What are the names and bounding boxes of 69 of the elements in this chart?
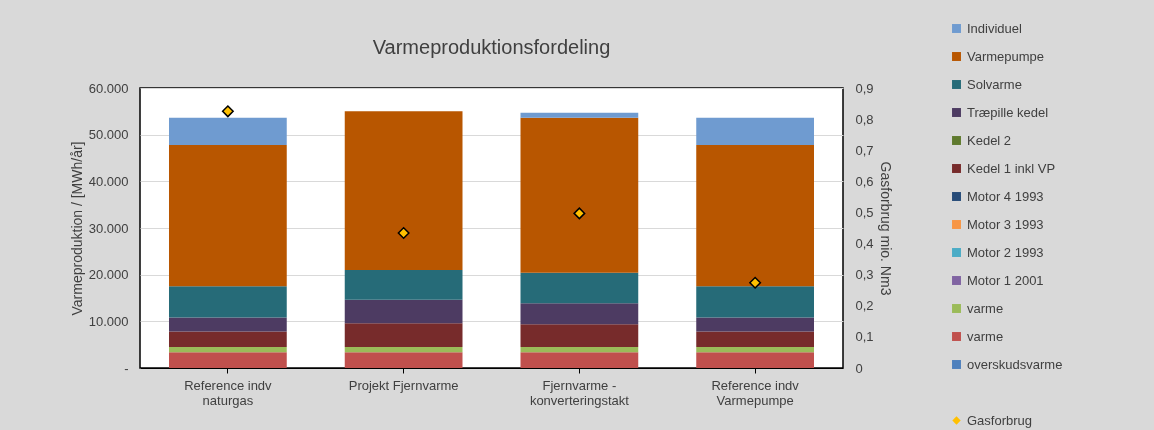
bar bbox=[520, 347, 639, 353]
y-axis-title: Varmeproduktion / [MWh/år] bbox=[68, 141, 85, 316]
y-tick-label: 60.000 bbox=[88, 80, 129, 96]
legend-label: Træpille kedel bbox=[967, 104, 1049, 120]
bar bbox=[696, 347, 814, 353]
x-tick-label: Reference indv naturgas bbox=[184, 377, 273, 408]
legend-label: overskudsvarme bbox=[967, 356, 1063, 372]
y-tick-label: 10.000 bbox=[88, 313, 129, 329]
y-tick-label: 20.000 bbox=[88, 267, 129, 283]
x-tick-label: Fjernvarme - konverteringstakt bbox=[529, 377, 630, 408]
bar bbox=[344, 270, 463, 300]
y2-tick-label: 0,8 bbox=[855, 111, 874, 127]
bar bbox=[696, 117, 814, 145]
y-tick-label: 50.000 bbox=[88, 127, 129, 143]
bar bbox=[344, 299, 463, 324]
bar bbox=[696, 331, 814, 347]
point bbox=[573, 207, 586, 220]
bar bbox=[344, 347, 463, 353]
legend-label: Solvarme bbox=[967, 76, 1022, 92]
bar bbox=[169, 117, 287, 145]
y2-tick-label: 0,3 bbox=[855, 267, 874, 283]
bar bbox=[169, 286, 287, 318]
legend-label: varme bbox=[967, 300, 1004, 316]
bar bbox=[169, 352, 287, 368]
legend-label: Kedel 1 inkl VP bbox=[967, 160, 1056, 176]
legend-label: Gasforbrug bbox=[967, 412, 1033, 428]
y2-tick-label: 0,9 bbox=[855, 80, 874, 96]
bar bbox=[520, 117, 639, 273]
bar bbox=[344, 111, 463, 270]
bar bbox=[169, 317, 287, 332]
point bbox=[397, 226, 410, 239]
bar bbox=[696, 286, 814, 318]
y2-axis-title: Gasforbrug mio. Nm3 bbox=[877, 161, 894, 296]
bar bbox=[520, 112, 639, 118]
y-tick-label: 40.000 bbox=[88, 173, 129, 189]
point bbox=[749, 276, 762, 289]
legend-label: Motor 3 1993 bbox=[967, 216, 1044, 232]
y2-tick-label: 0,6 bbox=[855, 173, 874, 189]
y2-tick-label: 0,2 bbox=[855, 298, 874, 314]
legend-label: varme bbox=[967, 328, 1004, 344]
bar bbox=[520, 352, 639, 368]
bar bbox=[696, 317, 814, 332]
legend-label: Motor 2 1993 bbox=[967, 244, 1044, 260]
bar bbox=[520, 324, 639, 347]
bar bbox=[344, 352, 463, 368]
bar bbox=[169, 144, 287, 287]
bar bbox=[169, 347, 287, 353]
bar bbox=[696, 144, 814, 287]
legend-label: Kedel 2 bbox=[967, 132, 1012, 148]
legend-label: Motor 1 2001 bbox=[967, 272, 1044, 288]
y-tick-label: - bbox=[124, 360, 129, 376]
bar bbox=[696, 352, 814, 368]
y2-tick-label: 0,7 bbox=[855, 142, 874, 158]
bar bbox=[169, 331, 287, 347]
chart-title: Varmeproduktionsfordeling bbox=[372, 36, 611, 58]
x-tick-label: Projekt Fjernvarme bbox=[348, 377, 459, 393]
legend-label: Individuel bbox=[967, 20, 1023, 36]
bar bbox=[520, 303, 639, 325]
y2-tick-label: 0 bbox=[855, 360, 863, 376]
bar bbox=[344, 323, 463, 347]
y2-tick-label: 0,4 bbox=[855, 236, 874, 252]
legend-label: Motor 4 1993 bbox=[967, 188, 1044, 204]
y2-tick-label: 0,1 bbox=[855, 329, 874, 345]
x-tick-label: Reference indv Varmepumpe bbox=[711, 377, 800, 408]
y2-tick-label: 0,5 bbox=[855, 204, 874, 220]
bar bbox=[520, 272, 639, 304]
legend-label: Varmepumpe bbox=[967, 48, 1045, 64]
y-tick-label: 30.000 bbox=[88, 220, 129, 236]
point bbox=[221, 105, 234, 118]
